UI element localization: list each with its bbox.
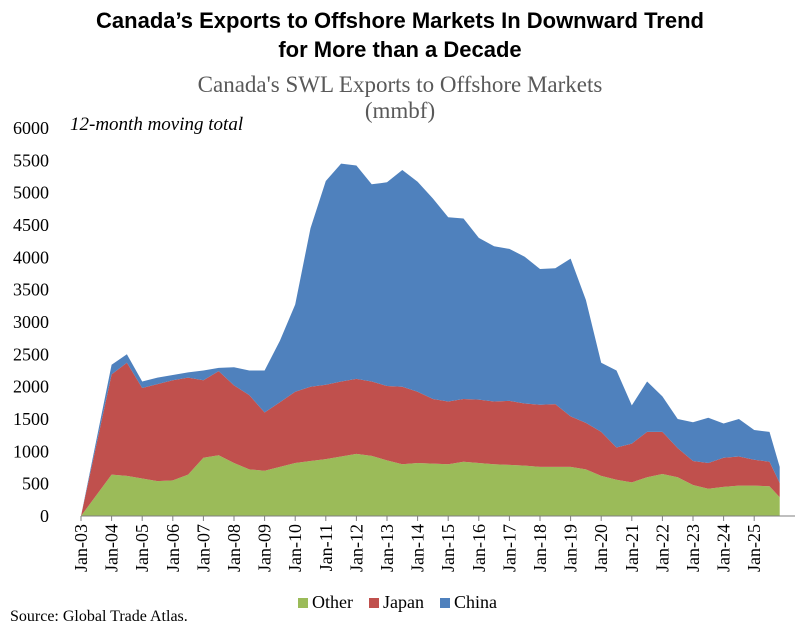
area-china (81, 163, 780, 516)
legend: Other Japan China (298, 592, 497, 613)
y-tick-label: 4000 (13, 247, 49, 267)
x-tick-label: Jan-07 (193, 524, 213, 572)
x-tick-label: Jan-14 (408, 524, 428, 572)
chart-title-block: Canada's SWL Exports to Offshore Markets… (130, 72, 670, 124)
x-tick-label: Jan-11 (316, 524, 336, 571)
area-japan (81, 362, 780, 516)
y-tick-label: 1500 (13, 409, 49, 429)
x-tick-label: Jan-18 (530, 524, 550, 572)
x-tick-label: Jan-03 (71, 524, 91, 572)
legend-label: Other (312, 592, 353, 612)
source-note: Source: Global Trade Atlas. (10, 608, 188, 625)
x-tick-label: Jan-20 (591, 524, 611, 572)
x-tick-label: Jan-21 (622, 524, 642, 572)
x-tick-label: Jan-23 (683, 524, 703, 572)
x-tick-labels: Jan-03 Jan-04 Jan-05 Jan-06 Jan-07 Jan-08 Jan-… (71, 524, 764, 572)
legend-swatch (439, 597, 450, 608)
chart-subtitle: (mmbf) (364, 98, 436, 123)
x-tick-label: Jan-25 (744, 524, 764, 572)
legend-swatch (298, 597, 308, 608)
area-other (81, 453, 780, 516)
area-series-group (81, 163, 780, 516)
x-tick-label: Jan-13 (377, 524, 397, 572)
y-tick-label: 3500 (13, 280, 49, 300)
legend-swatch (368, 597, 379, 608)
y-tick-label: 6000 (13, 118, 49, 138)
x-tick-label: Jan-08 (224, 524, 244, 572)
y-tick-label: 4500 (13, 215, 49, 235)
x-tick-label: Jan-16 (469, 524, 489, 572)
x-tick-label: Jan-04 (102, 524, 122, 572)
y-tick-label: 500 (22, 474, 49, 494)
x-tick-label: Jan-24 (714, 524, 734, 572)
x-tick-label: Jan-10 (285, 524, 305, 572)
x-tick-label: Jan-05 (132, 524, 152, 572)
chart-title: Canada's SWL Exports to Offshore Markets (197, 72, 603, 97)
chart-annotation: 12-month moving total (70, 114, 244, 135)
x-tick-label: Jan-22 (652, 524, 672, 572)
headline-line-2: for More than a Decade (278, 37, 522, 62)
headline: Canada’s Exports to Offshore Markets In … (0, 6, 800, 64)
x-tick-label: Jan-19 (561, 524, 581, 572)
x-tick-label: Jan-15 (438, 524, 458, 572)
x-tick-label: Jan-06 (163, 524, 183, 572)
y-tick-label: 5500 (13, 150, 49, 170)
x-tick-label: Jan-09 (255, 524, 275, 572)
legend-label: Japan (382, 592, 424, 612)
y-tick-label: 3000 (13, 312, 49, 332)
x-tick-label: Jan-12 (346, 524, 366, 572)
y-tick-labels: 0 500 1000 1500 2000 2500 3000 3500 4000 4500 5000… (13, 118, 49, 526)
y-tick-label: 1000 (13, 441, 49, 461)
legend-item-other: Other (298, 592, 353, 613)
y-tick-label: 2000 (13, 377, 49, 397)
legend-item-japan: Japan (368, 592, 424, 613)
y-tick-label: 0 (40, 506, 49, 526)
legend-item-china: China (439, 592, 497, 613)
y-tick-label: 2500 (13, 344, 49, 364)
axes-group (80, 515, 795, 521)
x-tick-label: Jan-17 (499, 524, 519, 572)
headline-line-1: Canada’s Exports to Offshore Markets In … (96, 8, 704, 33)
legend-label: China (453, 592, 497, 612)
y-tick-label: 5000 (13, 183, 49, 203)
